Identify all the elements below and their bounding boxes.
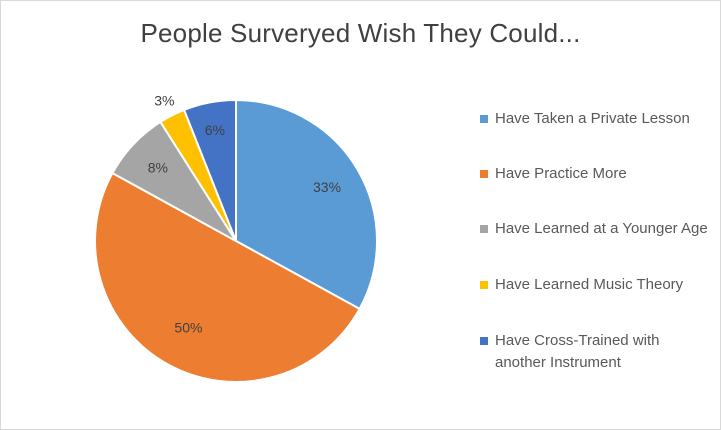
legend-label-cross-trained: Have Cross-Trained with another Instrume… xyxy=(495,332,660,371)
legend-swatch-practice-more xyxy=(480,170,488,178)
legend-label-practice-more: Have Practice More xyxy=(495,165,627,182)
legend-swatch-music-theory xyxy=(480,281,488,289)
data-label-cross-trained: 6% xyxy=(205,122,225,138)
data-label-music-theory: 3% xyxy=(154,92,174,108)
data-label-younger-age: 8% xyxy=(148,160,168,176)
chart-title: People Surveryed Wish They Could... xyxy=(140,18,581,48)
data-label-practice-more: 50% xyxy=(174,319,202,335)
legend-label-music-theory: Have Learned Music Theory xyxy=(495,276,684,293)
pie-slice-private-lesson xyxy=(235,98,378,311)
legend-swatch-cross-trained xyxy=(480,337,488,345)
legend-swatch-younger-age xyxy=(480,225,488,233)
pie-slice-practice-more xyxy=(94,171,361,383)
legend-label-younger-age: Have Learned at a Younger Age xyxy=(495,220,708,237)
pie-slice-cross-trained xyxy=(182,98,237,242)
data-label-private-lesson: 33% xyxy=(313,179,341,195)
legend-swatch-private-lesson xyxy=(480,115,488,123)
legend-label-private-lesson: Have Taken a Private Lesson xyxy=(495,110,690,127)
